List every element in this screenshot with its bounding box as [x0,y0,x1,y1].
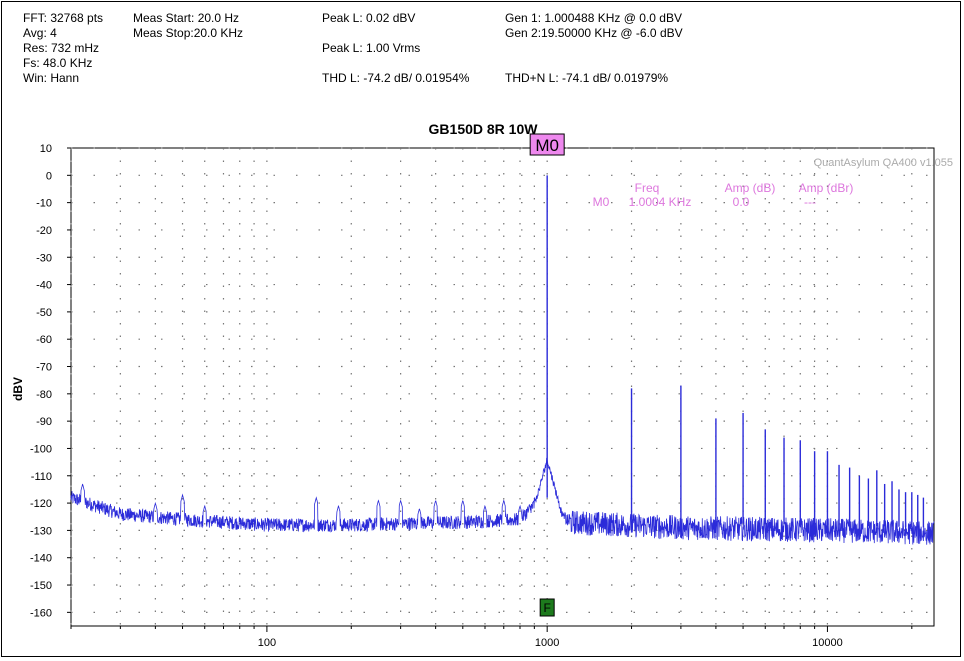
marker-table: Freq Amp (dB) Amp (dBr) M0 1.0004 KHz 0.… [593,181,854,209]
y-tick-label: -20 [36,225,52,237]
marker-row-name: M0 [593,195,610,209]
y-tick-label: -60 [36,334,52,346]
meas-start-readout: Meas Start: 20.0 Hz [133,11,240,25]
marker-m0-box [529,133,565,156]
marker-col-amp-db: Amp (dB) [725,181,776,195]
x-tick-label: 100 [258,637,276,649]
meas-stop-readout: Meas Stop:20.0 KHz [133,26,244,40]
y-tick-label: -80 [36,389,52,401]
y-tick-label: -70 [36,362,52,374]
x-tick-label: 1000 [535,637,559,649]
x-tick-labels: 100 1000 10000 [70,626,913,649]
avg-readout: Avg: 4 [23,26,57,40]
markers: M0 F [529,133,565,617]
y-tick-labels: 10 0 -10 -20 -30 -40 -50 -60 -70 -80 -90 -100 -110 -1… [30,143,71,619]
fundamental-marker-box [539,598,555,617]
marker-row-freq: 1.0004 KHz [629,195,692,209]
grid [70,147,934,626]
y-tick-label: -110 [31,471,52,483]
y-tick-label: -100 [30,443,52,455]
y-tick-label: -150 [30,580,52,592]
y-tick-label: -130 [30,525,52,537]
y-tick-label: -160 [30,607,52,619]
marker-row-amp-dbr: --- [804,195,816,209]
y-tick-label: -40 [36,280,52,292]
noise-floor-line [70,457,935,545]
marker-col-amp-dbr: Amp (dBr) [799,181,854,195]
chart-title: GB150D 8R 10W [429,121,539,137]
y-tick-label: -120 [30,498,52,510]
marker-col-freq: Freq [635,181,660,195]
thd-readout: THD L: -74.2 dB/ 0.01954% [322,71,470,85]
thdn-readout: THD+N L: -74.1 dB/ 0.01979% [505,71,669,85]
gen1-readout: Gen 1: 1.000488 KHz @ 0.0 dBV [505,11,682,25]
fundamental-marker-label: F [543,601,550,615]
y-tick-label: -10 [36,198,52,210]
y-tick-label: 10 [40,143,52,155]
gen2-readout: Gen 2:19.50000 KHz @ -6.0 dBV [505,26,683,40]
y-tick-label: -90 [36,416,52,428]
peak-vrms-readout: Peak L: 1.00 Vrms [322,41,421,55]
watermark: QuantAsylum QA400 v1.055 [814,157,953,169]
y-tick-label: -50 [36,307,52,319]
spectrum-trace [70,175,935,545]
marker-row-amp-db: 0.0 [733,195,750,209]
peak-dbv-readout: Peak L: 0.02 dBV [322,11,416,25]
resolution-readout: Res: 732 mHz [23,41,100,55]
x-tick-label: 10000 [812,637,843,649]
y-axis-label: dBV [11,377,25,401]
marker-m0-label: M0 [535,136,559,155]
window-readout: Win: Hann [23,71,80,85]
y-tick-label: 0 [46,170,52,182]
plot-border [70,147,935,627]
y-tick-label: -30 [36,252,52,264]
sample-rate-readout: Fs: 48.0 KHz [23,56,93,70]
y-tick-label: -140 [30,553,52,565]
plot-area [70,147,935,627]
fft-size-readout: FFT: 32768 pts [23,11,104,25]
